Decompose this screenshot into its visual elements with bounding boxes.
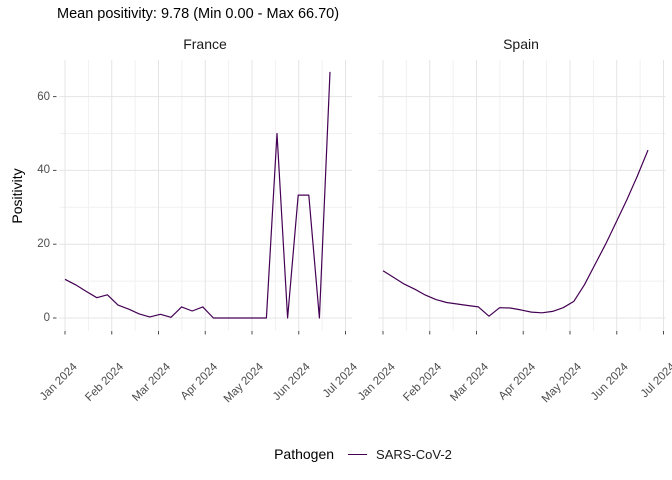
facet-strip-france: France: [183, 36, 227, 52]
y-tick-label: 60: [37, 90, 50, 103]
legend-title: Pathogen: [274, 446, 335, 462]
legend-item-label: SARS-CoV-2: [376, 446, 452, 462]
chart-title: Mean positivity: 9.78 (Min 0.00 - Max 66…: [57, 6, 340, 22]
y-tick-label: 40: [37, 164, 50, 177]
y-tick-label: 20: [37, 238, 50, 251]
legend-line-key-icon: [348, 453, 368, 455]
facet-strip-spain: Spain: [503, 36, 539, 52]
y-tick-label: 0: [43, 312, 50, 324]
legend: Pathogen SARS-CoV-2: [60, 444, 666, 464]
